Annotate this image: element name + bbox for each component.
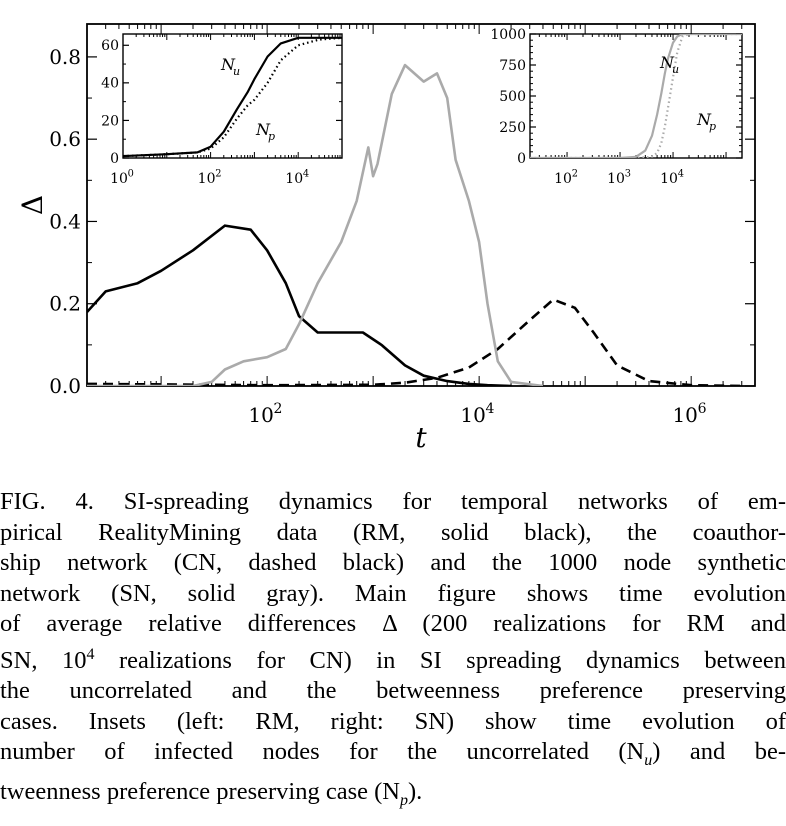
caption-line-7: the uncorrelated and the betweenness pre… (0, 677, 786, 705)
inset-left-frame (122, 33, 343, 159)
inset-right-y-tick-label: 250 (499, 120, 526, 136)
inset-right-x-tick-exponent: 2 (572, 169, 578, 180)
inset-right-nu-label: N (659, 53, 675, 72)
inset-right-y-tick-label: 500 (499, 89, 526, 105)
main-series-1-line (87, 224, 512, 386)
inset-right-x-tick-label: 10 (554, 171, 572, 187)
main-x-tick-label: 10 (460, 403, 485, 427)
inset-left-y-tick-label: 0 (110, 151, 119, 167)
main-x-tick-exponent: 6 (698, 401, 707, 417)
main-y-tick-label: 0.0 (49, 374, 81, 398)
caption-line-6-start: SN, 10 (0, 646, 87, 674)
inset-left-y-tick-label: 20 (101, 113, 119, 129)
inset-left-np-label-sub: p (268, 130, 275, 143)
main-x-tick-exponent: 2 (274, 401, 283, 417)
main-series-2-line (87, 298, 742, 386)
inset-right-y-tick-label: 750 (499, 58, 526, 74)
caption-line-10-rest: ). (407, 777, 423, 805)
inset-right-x-tick-label: 10 (660, 171, 678, 187)
caption-line-10-start: tweenness preference preserving case (N (0, 777, 400, 805)
inset-right-series-1-line (530, 34, 742, 158)
caption-line-1: FIG. 4. SI-spreading dynamics for tempor… (0, 488, 786, 515)
inset-right-y-tick-label: 0 (517, 151, 526, 167)
caption-line-10: tweenness preference preserving case (Np… (0, 777, 786, 816)
inset-left-nu-label: N (220, 55, 236, 74)
caption-line-6-sup: 4 (86, 645, 95, 663)
caption-line-3: ship network (CN, dashed black) and the … (0, 549, 786, 576)
caption-line-5: of average relative differences Δ (200 r… (0, 610, 786, 637)
caption-line-9-start: number of infected nodes for the uncorre… (0, 738, 645, 766)
inset-left-series-1-line (123, 36, 342, 158)
caption-line-6-rest: realizations for CN) in SI spreading dyn… (94, 646, 786, 674)
caption-line-2: pirical RealityMining data (RM, solid bl… (0, 518, 786, 546)
inset-right-np-label: N (696, 110, 712, 129)
main-x-tick-label: 10 (248, 403, 273, 427)
inset-left-nu-label-sub: u (233, 65, 240, 78)
inset-left-y-tick-label: 40 (101, 76, 119, 92)
figure-caption: FIG. 4. SI-spreading dynamics for tempor… (0, 487, 786, 816)
caption-line-9-rest: ) and be- (652, 738, 786, 766)
main-y-tick-label: 0.2 (49, 292, 81, 316)
main-y-tick-label: 0.6 (49, 127, 81, 151)
main-y-tick-label: 0.4 (49, 209, 81, 233)
inset-left-x-tick-exponent: 2 (215, 169, 221, 180)
caption-line-6: SN, 104 realizations for CN) in SI sprea… (0, 640, 786, 677)
main-x-tick-label: 10 (672, 403, 697, 427)
y-axis-label: Δ (16, 195, 49, 215)
inset-right-x-tick-exponent: 3 (625, 169, 631, 180)
inset-left-x-tick-label: 10 (198, 171, 216, 187)
inset-left-x-tick-exponent: 0 (128, 169, 134, 180)
inset-right-x-tick-label: 10 (607, 171, 625, 187)
caption-line-4: network (SN, solid gray). Main figure sh… (0, 579, 786, 607)
caption-line-9: number of infected nodes for the uncorre… (0, 737, 786, 776)
caption-line-9-sub: u (644, 752, 653, 770)
inset-right-np-label-sub: p (709, 120, 716, 133)
inset-left-x-tick-label: 10 (285, 171, 303, 187)
inset-right-nu-label-sub: u (672, 63, 679, 76)
caption-line-8: cases. Insets (left: RM, right: SN) show… (0, 707, 786, 735)
caption-line-10-sub: p (399, 791, 408, 809)
inset-right-y-tick-label: 1000 (490, 27, 526, 43)
main-x-tick-exponent: 4 (486, 401, 495, 417)
inset-right-frame (529, 33, 743, 159)
inset-left-x-tick-exponent: 4 (303, 169, 309, 180)
main-series-3-line (87, 63, 544, 386)
x-axis-label: t (415, 421, 427, 454)
inset-left-y-tick-label: 60 (101, 38, 119, 54)
main-y-tick-label: 0.8 (49, 45, 81, 69)
inset-left-np-label: N (255, 120, 271, 139)
inset-left-series-2-line (123, 36, 342, 158)
figure: 10 2 10 4 10 60.00.20.40.60.8tΔ 10 0 10 2 10 40204… (16, 23, 756, 454)
inset-left-x-tick-label: 10 (110, 171, 128, 187)
inset-right-x-tick-exponent: 4 (678, 169, 684, 180)
